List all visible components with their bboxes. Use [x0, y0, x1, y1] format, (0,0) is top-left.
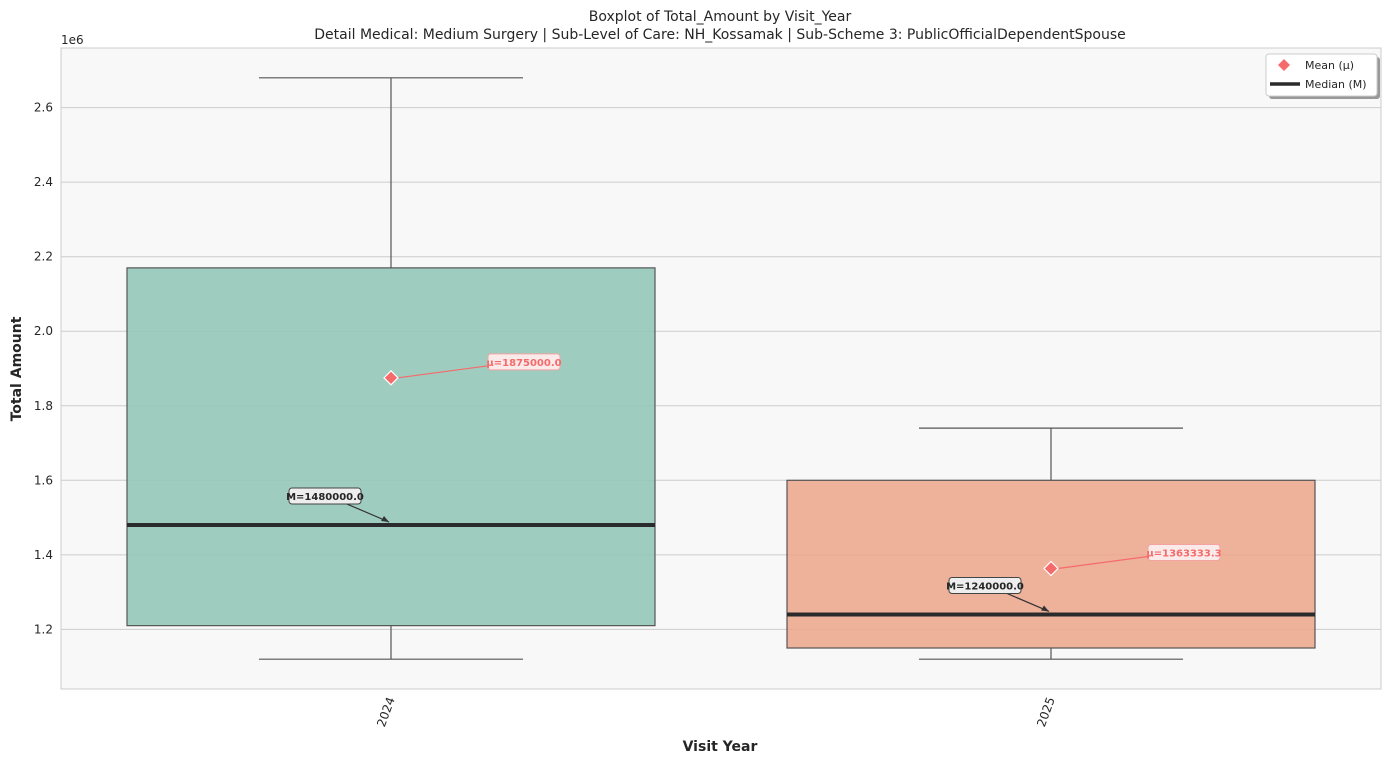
- y-tick-label: 2.0: [34, 324, 53, 338]
- y-axis-label: Total Amount: [9, 316, 25, 421]
- y-tick-label: 1.6: [34, 473, 53, 487]
- mean-annotation-arrow: [1057, 555, 1149, 570]
- chart-title: Boxplot of Total_Amount by Visit_Year: [589, 9, 852, 25]
- mean-label: μ=1875000.0: [486, 358, 561, 369]
- x-tick-label: 2025: [1034, 695, 1058, 728]
- chart-subtitle: Detail Medical: Medium Surgery | Sub-Lev…: [314, 27, 1125, 43]
- y-tick-label: 2.4: [34, 175, 53, 189]
- legend: Mean (μ) Median (M): [1265, 53, 1380, 99]
- box-iqr: [126, 267, 656, 627]
- x-ticks: 2024 2025: [374, 695, 1058, 728]
- median-label: M=1240000.0: [946, 581, 1024, 592]
- x-axis-label: Visit Year: [683, 739, 758, 755]
- y-tick-label: 1.8: [34, 399, 53, 413]
- median-arrow-head: [1041, 605, 1049, 612]
- mean-label-box: [487, 353, 561, 371]
- median-label: M=1480000.0: [286, 492, 364, 503]
- boxes: μ=1875000.0 M=1480000.0 μ=1363333.3 M=12400…: [126, 77, 1316, 660]
- legend-label: Mean (μ): [1305, 59, 1354, 72]
- y-tick-label: 1.2: [34, 622, 53, 636]
- median-label-box: [288, 487, 362, 505]
- median-annotation-arrow: [346, 503, 390, 523]
- median-arrow-head: [381, 516, 389, 523]
- mean-label-box: [1147, 544, 1221, 562]
- mean-label: μ=1363333.3: [1146, 549, 1221, 560]
- mean-marker: [383, 369, 399, 386]
- y-offset-label: 1e6: [61, 33, 84, 47]
- legend-mean-marker: [1278, 59, 1290, 71]
- y-tick-label: 2.2: [34, 250, 53, 264]
- median-label-box: [948, 576, 1022, 594]
- mean-annotation-arrow: [397, 365, 489, 379]
- y-tick-label: 1.4: [34, 548, 53, 562]
- y-tick-label: 2.6: [34, 101, 53, 115]
- y-ticks: 1.2 1.4 1.6 1.8 2.0 2.2 2.4 2.6: [34, 101, 53, 637]
- median-annotation-arrow: [1006, 592, 1050, 613]
- x-tick-label: 2024: [374, 695, 398, 728]
- mean-marker: [1043, 560, 1059, 577]
- legend-label: Median (M): [1305, 78, 1367, 91]
